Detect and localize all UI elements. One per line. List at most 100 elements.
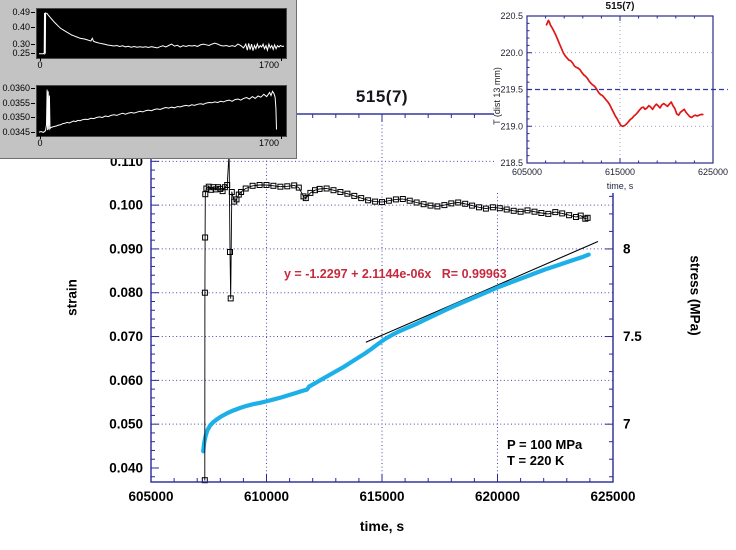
stress-marker — [224, 182, 231, 188]
stress-marker — [469, 202, 476, 209]
scope-bottom-x-tick — [40, 135, 41, 139]
scope-bottom-y-tick — [31, 132, 35, 133]
strain-series-line — [201, 252, 591, 454]
scope-bottom-y-tick — [31, 102, 35, 104]
temperature-plot-window: 605000 615000 625000 218.5 219.0 219.5 220.0 22… — [494, 0, 736, 193]
stress-marker — [277, 183, 284, 190]
y-tick-label: 0.040 — [109, 460, 143, 475]
scope-screen-top — [36, 8, 287, 59]
temperature-condition: T = 220 K — [507, 453, 565, 468]
right-tick-label: 8 — [623, 241, 631, 256]
stress-marker — [413, 199, 420, 206]
temperature-x-axis-label: time, s — [606, 181, 634, 191]
stress-marker — [427, 202, 434, 209]
stress-marker — [249, 182, 256, 189]
time-axis-label: time, s — [359, 518, 405, 534]
x-tick-label: 620000 — [475, 489, 520, 504]
stress-marker — [584, 214, 591, 221]
scope-bottom-y-tick — [31, 88, 35, 89]
temperature-y-axis-label: T (dist 13 mm) — [492, 67, 502, 125]
x-tick-label: 615000 — [359, 489, 404, 504]
scope-top-y-tick — [31, 12, 35, 13]
y-tick-label: 0.050 — [109, 417, 143, 432]
scope-bottom-y-tick-label: 0.0360 — [2, 83, 30, 93]
stress-marker — [256, 182, 263, 188]
stress-marker — [379, 199, 385, 206]
temperature-plot-title: 515(7) — [605, 1, 635, 12]
stress-marker — [270, 182, 277, 189]
stress-marker — [462, 200, 469, 207]
stress-marker — [531, 208, 538, 215]
stress-marker — [489, 204, 496, 211]
stress-axis-label: stress (MPa) — [687, 255, 703, 336]
stress-marker — [448, 200, 455, 207]
right-tick-label: 7 — [623, 417, 631, 432]
x-tick-label: 610000 — [244, 489, 289, 504]
stress-marker — [517, 208, 524, 215]
strain-axis-label: strain — [64, 279, 80, 316]
scope-top-x-tick — [40, 57, 41, 61]
scope-top-y-tick-label: 0.25 — [12, 48, 30, 58]
x-tick-label: 605000 — [512, 167, 542, 177]
stress-marker — [566, 212, 573, 219]
stress-marker — [295, 184, 302, 191]
stress-marker — [365, 197, 372, 204]
x-tick-label: 605000 — [128, 489, 173, 504]
stress-marker — [238, 189, 245, 195]
scope-bottom-y-tick-label: 0.0355 — [2, 97, 30, 108]
stress-marker — [263, 182, 270, 188]
stress-marker — [227, 295, 234, 302]
scope-screen-bottom — [36, 85, 287, 137]
stress-marker — [399, 196, 406, 202]
x-tick-label: 625000 — [698, 167, 728, 177]
y-tick-label: 220.0 — [500, 48, 523, 58]
y-tick-label: 219.5 — [500, 85, 523, 95]
fit-equation-annotation: y = -1.2297 + 2.1144e-06x R= 0.99963 — [284, 267, 507, 281]
stress-marker — [441, 202, 448, 209]
scope-top-y-tick-label: 0.49 — [12, 7, 30, 17]
scope-bottom-x-tick — [281, 135, 282, 139]
stress-marker — [482, 205, 489, 212]
y-tick-label: 219.0 — [500, 121, 523, 131]
x-tick-label: 615000 — [605, 167, 635, 177]
right-tick-label: 7.5 — [623, 329, 642, 344]
fit-line — [365, 240, 599, 343]
stress-marker — [552, 209, 559, 216]
stress-marker — [201, 477, 208, 484]
y-tick-label: 218.5 — [500, 158, 523, 168]
scope-top-y-tick — [31, 27, 35, 29]
stress-marker — [510, 207, 517, 214]
scope-top-x-tick-label: 1700 — [258, 60, 280, 70]
scope-bottom-y-tick-label: 0.0345 — [2, 127, 30, 137]
stress-marker — [392, 196, 399, 203]
stress-marker — [434, 203, 441, 210]
stress-marker — [330, 187, 337, 194]
stress-marker — [302, 195, 309, 202]
stress-marker — [385, 197, 392, 204]
y-tick-label: 220.5 — [500, 11, 523, 21]
stress-marker — [372, 198, 379, 205]
y-tick-label: 0.100 — [109, 198, 143, 213]
stress-marker — [202, 191, 209, 198]
scope-top-x-tick-label: 0 — [37, 60, 43, 70]
pressure-condition: P = 100 MPa — [507, 437, 583, 452]
stress-marker — [545, 210, 552, 217]
scope-top-y-tick — [31, 53, 35, 54]
temperature-chart-svg: 605000 615000 625000 218.5 219.0 219.5 220.0 22… — [500, 11, 728, 177]
stress-marker — [228, 189, 235, 195]
stress-marker — [323, 185, 330, 192]
stress-marker — [337, 189, 344, 195]
stress-marker — [538, 210, 545, 216]
stress-marker — [227, 249, 233, 255]
scope-top-y-tick — [31, 44, 35, 46]
scope-trace-top-svg — [39, 12, 285, 56]
scope-trace-bottom-svg — [38, 89, 277, 133]
stress-marker — [344, 190, 351, 197]
scope-bottom-y-tick — [31, 117, 35, 119]
stress-marker — [420, 201, 427, 208]
scope-top-trace — [39, 12, 285, 56]
conditions-annotation: P = 100 MPa T = 220 K — [507, 437, 582, 469]
scope-top-y-tick-label: 0.40 — [12, 22, 30, 33]
